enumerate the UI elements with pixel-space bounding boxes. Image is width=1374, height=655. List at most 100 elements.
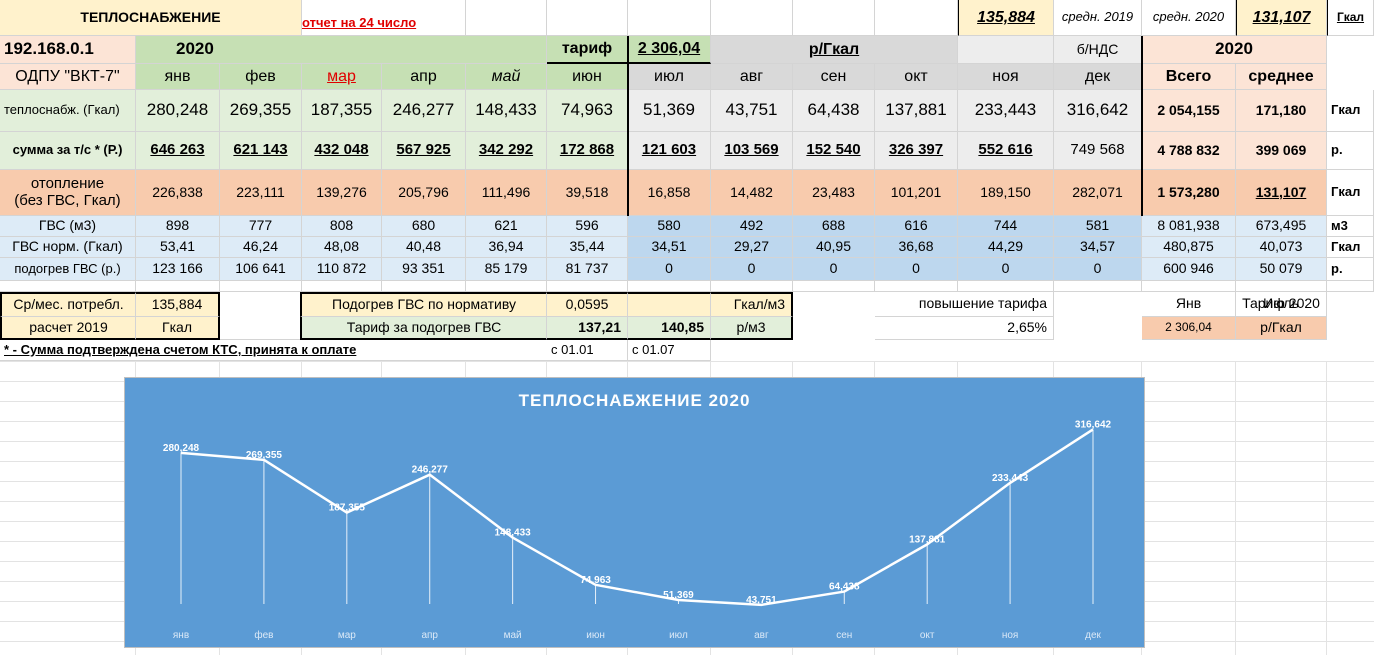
value-cell[interactable]: 29,27 — [711, 237, 793, 258]
value-cell[interactable]: 51,369 — [628, 90, 711, 132]
empty-cell[interactable] — [628, 281, 711, 292]
value-cell[interactable]: 269,355 — [220, 90, 302, 132]
value-cell[interactable]: 749 568 — [1054, 132, 1142, 170]
calc-2019-label[interactable]: расчет 2019 — [0, 317, 136, 340]
value-cell[interactable]: 121 603 — [628, 132, 711, 170]
row-total[interactable]: 4 788 832 — [1142, 132, 1236, 170]
value-cell[interactable]: 621 — [466, 216, 547, 237]
value-cell[interactable]: 205,796 — [382, 170, 466, 216]
empty-cell[interactable] — [0, 281, 136, 292]
meter-label[interactable]: ОДПУ "ВКТ-7" — [0, 64, 136, 90]
title-cell[interactable]: ТЕПЛОСНАБЖЕНИЕ — [0, 0, 302, 36]
value-cell[interactable]: 189,150 — [958, 170, 1054, 216]
month-header-11[interactable]: ноя — [958, 64, 1054, 90]
norm-value[interactable]: 0,0595 — [547, 292, 628, 317]
value-cell[interactable]: 85 179 — [466, 258, 547, 281]
month-header-5[interactable]: май — [466, 64, 547, 90]
chart-teplosnabzhenie[interactable]: ТЕПЛОСНАБЖЕНИЕ 2020 280,248 янв 269,355 фев 1… — [124, 377, 1145, 648]
value-cell[interactable]: 139,276 — [302, 170, 382, 216]
empty-cell[interactable] — [875, 281, 958, 292]
month-header-6[interactable]: июн — [547, 64, 628, 90]
value-cell[interactable]: 74,963 — [547, 90, 628, 132]
value-cell[interactable]: 326 397 — [875, 132, 958, 170]
row-label-0[interactable]: теплоснабж. (Гкал) — [0, 90, 136, 132]
empty-cell[interactable] — [793, 281, 875, 292]
month-header-8[interactable]: авг — [711, 64, 793, 90]
month-header-12[interactable]: дек — [1054, 64, 1142, 90]
avg2020-value[interactable]: 131,107 — [1236, 0, 1327, 36]
empty-cell[interactable] — [958, 281, 1054, 292]
from-jan[interactable]: с 01.01 — [547, 340, 628, 361]
empty-cell[interactable] — [1236, 281, 1327, 292]
tariff-hw-unit[interactable]: р/м3 — [711, 317, 793, 340]
value-cell[interactable]: 44,29 — [958, 237, 1054, 258]
year-2020[interactable]: 2020 — [136, 36, 547, 64]
value-cell[interactable]: 148,433 — [466, 90, 547, 132]
row-label-1[interactable]: сумма за т/с * (Р.) — [0, 132, 136, 170]
row-unit[interactable]: Гкал — [1327, 237, 1374, 258]
empty-cell[interactable] — [1327, 281, 1374, 292]
tariff-label[interactable]: тариф — [547, 36, 628, 64]
value-cell[interactable]: 0 — [958, 258, 1054, 281]
row-total[interactable]: 2 054,155 — [1142, 90, 1236, 132]
empty-cell[interactable] — [220, 281, 302, 292]
month-header-10[interactable]: окт — [875, 64, 958, 90]
month-header-3[interactable]: мар — [302, 64, 382, 90]
value-cell[interactable]: 81 737 — [547, 258, 628, 281]
value-cell[interactable]: 93 351 — [382, 258, 466, 281]
norm-unit[interactable]: Гкал/м3 — [711, 292, 793, 317]
empty-cell[interactable] — [711, 281, 793, 292]
empty-cell[interactable] — [958, 36, 1054, 64]
row-unit[interactable]: Гкал — [1327, 90, 1374, 132]
value-cell[interactable]: 187,355 — [302, 90, 382, 132]
avg2020-label[interactable]: средн. 2020 — [1142, 0, 1236, 36]
value-cell[interactable]: 34,57 — [1054, 237, 1142, 258]
report-note[interactable]: отчет на 24 число — [302, 0, 466, 36]
value-cell[interactable]: 567 925 — [382, 132, 466, 170]
value-cell[interactable]: 688 — [793, 216, 875, 237]
value-cell[interactable]: 53,41 — [136, 237, 220, 258]
value-cell[interactable]: 36,94 — [466, 237, 547, 258]
value-cell[interactable]: 0 — [1054, 258, 1142, 281]
value-cell[interactable]: 580 — [628, 216, 711, 237]
value-cell[interactable]: 552 616 — [958, 132, 1054, 170]
empty-cell[interactable] — [466, 0, 547, 36]
value-cell[interactable]: 432 048 — [302, 132, 382, 170]
col-jan[interactable]: Янв — [1142, 292, 1236, 317]
value-cell[interactable]: 48,08 — [302, 237, 382, 258]
empty-cell[interactable] — [1054, 281, 1142, 292]
value-cell[interactable]: 616 — [875, 216, 958, 237]
value-cell[interactable]: 34,51 — [628, 237, 711, 258]
avg2019-value[interactable]: 135,884 — [958, 0, 1054, 36]
row-total[interactable]: 480,875 — [1142, 237, 1236, 258]
col-tariff[interactable]: Тариф 2020 — [1236, 292, 1327, 317]
value-cell[interactable]: 39,518 — [547, 170, 628, 216]
value-cell[interactable]: 596 — [547, 216, 628, 237]
row-total[interactable]: 1 573,280 — [1142, 170, 1236, 216]
avg-header[interactable]: среднее — [1236, 64, 1327, 90]
value-cell[interactable]: 621 143 — [220, 132, 302, 170]
month-header-7[interactable]: июл — [628, 64, 711, 90]
value-cell[interactable]: 246,277 — [382, 90, 466, 132]
value-cell[interactable]: 581 — [1054, 216, 1142, 237]
value-cell[interactable]: 646 263 — [136, 132, 220, 170]
increase-label[interactable]: повышение тарифа — [875, 292, 1054, 317]
empty-cell[interactable] — [1142, 281, 1236, 292]
value-cell[interactable]: 16,858 — [628, 170, 711, 216]
value-cell[interactable]: 808 — [302, 216, 382, 237]
value-cell[interactable]: 680 — [382, 216, 466, 237]
calc-2019-unit[interactable]: Гкал — [136, 317, 220, 340]
value-cell[interactable]: 777 — [220, 216, 302, 237]
total-header[interactable]: Всего — [1142, 64, 1236, 90]
norm-label[interactable]: Подогрев ГВС по нормативу — [300, 292, 547, 317]
value-cell[interactable]: 40,95 — [793, 237, 875, 258]
value-cell[interactable]: 23,483 — [793, 170, 875, 216]
value-cell[interactable]: 152 540 — [793, 132, 875, 170]
tariff-jan-value[interactable]: 2 306,04 — [1142, 317, 1236, 340]
value-cell[interactable]: 0 — [711, 258, 793, 281]
value-cell[interactable]: 226,838 — [136, 170, 220, 216]
empty-cell[interactable] — [793, 0, 875, 36]
value-cell[interactable]: 172 868 — [547, 132, 628, 170]
row-unit[interactable]: Гкал — [1327, 170, 1374, 216]
value-cell[interactable]: 282,071 — [1054, 170, 1142, 216]
